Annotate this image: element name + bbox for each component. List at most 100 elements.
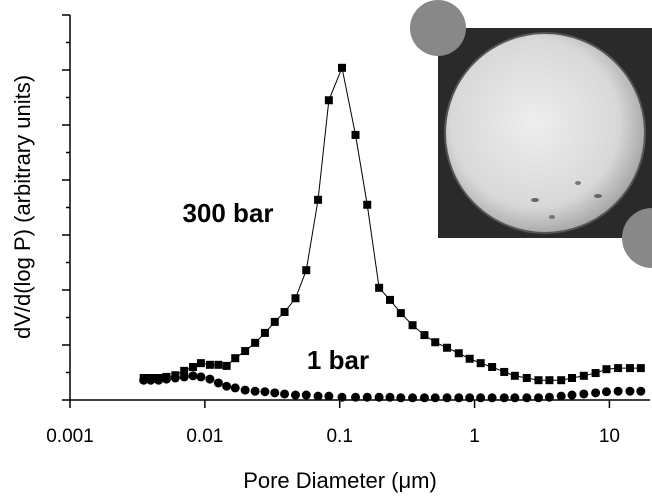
data-point: [139, 375, 149, 385]
data-point: [579, 389, 589, 399]
data-point: [545, 376, 554, 385]
data-point: [431, 338, 440, 347]
data-point: [419, 393, 429, 403]
data-point: [568, 374, 577, 382]
data-point: [636, 364, 645, 373]
data-point: [579, 371, 588, 380]
data-point: [222, 381, 232, 391]
data-point: [188, 371, 198, 381]
data-point: [522, 393, 532, 403]
annotation: 1 bar: [307, 345, 369, 375]
data-point: [591, 388, 601, 398]
data-point: [602, 365, 611, 374]
x-tick-label: 0.001: [46, 426, 94, 447]
data-point: [614, 364, 623, 373]
data-point: [280, 389, 290, 399]
data-point: [522, 374, 531, 382]
data-point: [420, 331, 429, 340]
data-point: [179, 372, 189, 382]
data-point: [476, 393, 486, 403]
data-point: [260, 328, 269, 337]
data-point: [362, 392, 372, 402]
data-point: [170, 373, 180, 383]
data-point: [613, 386, 623, 396]
data-point: [442, 393, 452, 403]
data-point: [302, 266, 311, 275]
x-tick-label: 0.01: [186, 426, 223, 447]
data-point: [324, 391, 334, 401]
data-point: [557, 376, 566, 385]
data-point: [189, 363, 198, 371]
y-axis-label: dV/d(log P) (arbitrary units): [10, 75, 35, 339]
data-point: [301, 390, 311, 400]
data-point: [251, 338, 260, 347]
annotation: 300 bar: [182, 198, 273, 228]
data-point: [500, 367, 509, 376]
data-point: [250, 386, 260, 396]
data-point: [290, 390, 300, 400]
data-point: [222, 361, 231, 370]
data-point: [324, 96, 333, 105]
data-point: [161, 374, 171, 384]
data-point: [231, 354, 240, 363]
data-point: [374, 392, 384, 402]
data-point: [430, 393, 440, 403]
x-tick-label: 0.1: [326, 426, 352, 447]
data-point: [363, 200, 372, 209]
x-tick-label: 10: [599, 426, 620, 447]
data-point: [567, 390, 577, 400]
data-point: [488, 363, 497, 371]
data-point: [280, 308, 289, 316]
data-point: [454, 349, 463, 358]
data-point: [476, 359, 485, 368]
data-point: [443, 343, 452, 352]
data-point: [465, 393, 475, 403]
data-point: [351, 130, 360, 139]
data-point: [291, 294, 300, 303]
data-point: [205, 374, 215, 384]
data-point: [556, 391, 566, 401]
data-point: [351, 392, 361, 402]
data-point: [408, 393, 418, 403]
x-axis-label: Pore Diameter (μm): [243, 468, 437, 493]
data-point: [408, 321, 417, 330]
data-point: [205, 360, 214, 369]
x-tick-label: 1: [469, 426, 480, 447]
data-point: [313, 391, 323, 401]
data-point: [146, 375, 156, 385]
data-point: [241, 347, 250, 356]
data-point: [385, 295, 394, 304]
data-point: [260, 387, 270, 397]
data-point: [591, 369, 600, 378]
data-point: [213, 378, 223, 388]
data-point: [337, 63, 346, 72]
data-point: [270, 317, 279, 326]
data-point: [454, 393, 464, 403]
data-point: [196, 359, 205, 368]
data-point: [601, 387, 611, 397]
data-point: [314, 195, 323, 204]
data-point: [375, 283, 384, 292]
data-point: [636, 386, 646, 396]
data-point: [465, 354, 474, 363]
data-point: [510, 393, 520, 403]
data-point: [396, 309, 405, 318]
data-point: [214, 360, 223, 369]
data-point: [196, 372, 206, 382]
data-point: [396, 393, 406, 403]
data-point: [510, 371, 519, 380]
data-point: [180, 366, 189, 375]
data-point: [625, 386, 635, 396]
data-point: [534, 393, 544, 403]
data-point: [487, 393, 497, 403]
data-point: [154, 375, 164, 385]
data-point: [499, 393, 509, 403]
data-point: [534, 376, 543, 385]
data-point: [230, 383, 240, 393]
data-point: [240, 385, 250, 395]
inset-photo: [410, 0, 652, 268]
data-point: [337, 392, 347, 402]
data-point: [625, 364, 634, 373]
data-point: [544, 392, 554, 402]
